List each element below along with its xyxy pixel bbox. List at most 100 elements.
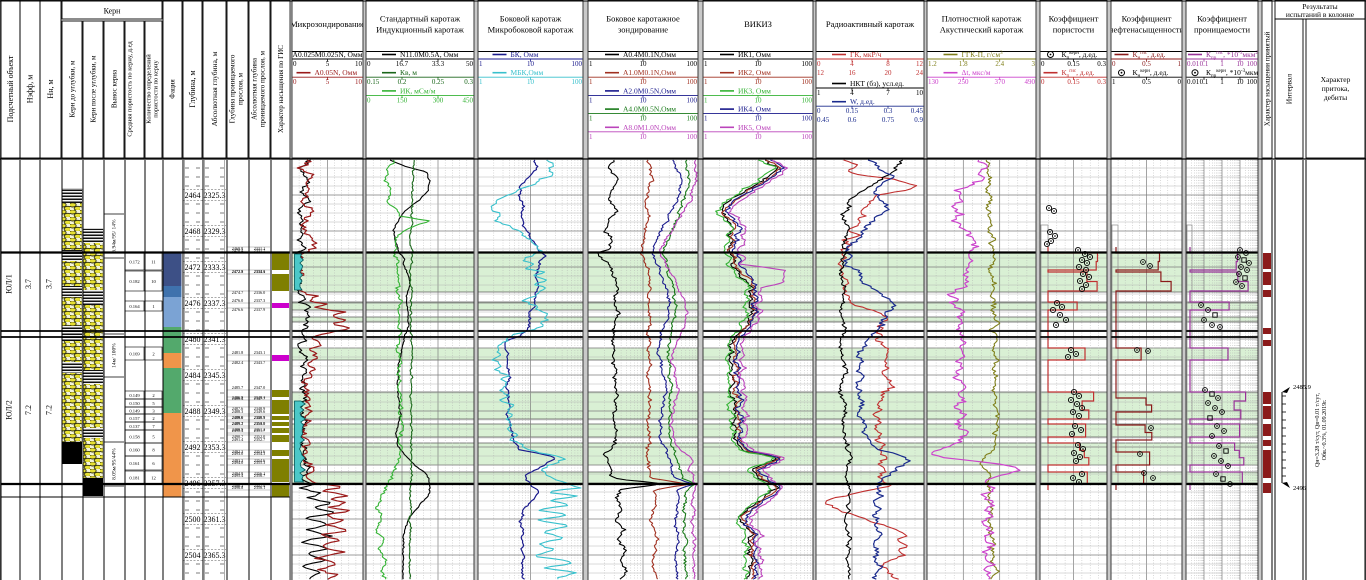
svg-text:6: 6 [152, 461, 155, 466]
svg-text:0.182: 0.182 [129, 279, 140, 284]
svg-text:2493.0: 2493.0 [232, 451, 244, 456]
svg-text:Микробоковой каротаж: Микробоковой каротаж [488, 25, 574, 35]
svg-text:100: 100 [687, 133, 698, 141]
svg-text:Кпргис, *10-3мкм2: Кпргис, *10-3мкм2 [1206, 50, 1258, 61]
svg-text:2486.8: 2486.8 [232, 395, 244, 400]
svg-text:1.2: 1.2 [928, 60, 937, 68]
svg-text:100: 100 [572, 78, 583, 86]
svg-text:ИК, мСм/м: ИК, мСм/м [400, 86, 436, 95]
svg-text:2464: 2464 [185, 191, 201, 200]
svg-text:Фация: Фация [169, 79, 177, 99]
svg-text:A4.0M0.5N,Омм: A4.0M0.5N,Омм [623, 105, 676, 114]
svg-text:4: 4 [850, 60, 854, 68]
svg-text:10: 10 [916, 89, 924, 97]
svg-text:0.9: 0.9 [914, 116, 923, 124]
svg-text:0.01: 0.01 [1187, 78, 1200, 86]
svg-text:проницаемости: проницаемости [1194, 25, 1251, 35]
svg-text:0.3: 0.3 [464, 78, 473, 86]
svg-text:2358.1: 2358.1 [254, 485, 266, 490]
svg-text:20: 20 [885, 69, 893, 77]
svg-text:2492: 2492 [185, 443, 201, 452]
svg-text:1: 1 [817, 89, 821, 97]
svg-text:0.169: 0.169 [129, 351, 140, 356]
svg-text:2485.9: 2485.9 [1293, 384, 1311, 391]
svg-text:2482.4: 2482.4 [232, 360, 244, 365]
svg-text:0.157: 0.157 [129, 416, 140, 421]
svg-text:0.15: 0.15 [1067, 78, 1080, 86]
svg-text:2351.7: 2351.7 [254, 428, 266, 433]
svg-text:МБК,Омм: МБК,Омм [511, 68, 544, 77]
svg-text:5: 5 [152, 401, 155, 406]
svg-text:2504: 2504 [185, 551, 201, 560]
svg-text:2470.4: 2470.4 [232, 248, 244, 253]
svg-text:0.1: 0.1 [1200, 78, 1209, 86]
svg-text:100: 100 [802, 78, 813, 86]
svg-text:2341.3: 2341.3 [204, 335, 226, 344]
svg-text:1: 1 [589, 78, 593, 86]
svg-text:6.94м/95/ 14%: 6.94м/95/ 14% [112, 219, 118, 253]
svg-text:дебиты: дебиты [1324, 93, 1347, 102]
svg-text:Кв, м: Кв, м [400, 68, 417, 77]
svg-text:0.45: 0.45 [911, 107, 924, 115]
svg-text:2494.0: 2494.0 [232, 460, 244, 465]
svg-text:2492.3: 2492.3 [232, 449, 244, 454]
svg-text:24: 24 [916, 69, 924, 77]
svg-text:Боковое каротажное: Боковое каротажное [606, 14, 680, 24]
svg-text:2354.6: 2354.6 [254, 458, 266, 463]
svg-text:0: 0 [1041, 78, 1045, 86]
svg-text:10: 10 [1237, 60, 1245, 68]
svg-text:испытаний в колонне: испытаний в колонне [1286, 10, 1355, 19]
svg-text:0.5: 0.5 [1142, 60, 1151, 68]
svg-text:0.149: 0.149 [129, 408, 140, 413]
svg-text:150: 150 [397, 96, 408, 104]
svg-text:100: 100 [687, 60, 698, 68]
svg-text:1: 1 [704, 115, 708, 123]
svg-text:Характер насыщения по ГИС: Характер насыщения по ГИС [277, 45, 285, 133]
svg-text:2355.3: 2355.3 [254, 460, 266, 465]
svg-text:0.15: 0.15 [846, 107, 859, 115]
svg-text:5: 5 [152, 434, 155, 439]
svg-text:Характер насыщения принятый: Характер насыщения принятый [1264, 31, 1272, 126]
svg-text:2488: 2488 [185, 407, 201, 416]
svg-text:100: 100 [1247, 60, 1258, 68]
svg-text:1: 1 [1178, 60, 1182, 68]
svg-text:10: 10 [640, 133, 648, 141]
svg-text:2485.7: 2485.7 [232, 385, 244, 390]
svg-text:2469.8: 2469.8 [232, 246, 244, 251]
svg-text:10: 10 [527, 60, 535, 68]
svg-text:2347.0: 2347.0 [254, 385, 266, 390]
svg-text:10: 10 [755, 133, 763, 141]
svg-text:2494.8: 2494.8 [232, 471, 244, 476]
svg-text:10: 10 [355, 60, 363, 68]
svg-text:0.160: 0.160 [129, 447, 140, 452]
svg-text:7.2: 7.2 [24, 405, 33, 415]
svg-text:Кпгис, д.ед.: Кпгис, д.ед. [1062, 68, 1095, 79]
svg-text:10: 10 [755, 78, 763, 86]
svg-text:2349.9: 2349.9 [254, 415, 266, 420]
svg-text:нефтенасыщенности: нефтенасыщенности [1109, 25, 1185, 35]
svg-text:A0.025M0.025N, Омм: A0.025M0.025N, Омм [293, 50, 363, 59]
svg-text:10: 10 [151, 279, 156, 284]
svg-text:2496.8: 2496.8 [232, 485, 244, 490]
svg-text:100: 100 [1247, 78, 1258, 86]
svg-text:2490.4: 2490.4 [232, 428, 244, 433]
svg-text:10: 10 [527, 78, 535, 86]
svg-text:1: 1 [589, 133, 593, 141]
svg-text:2347.7: 2347.7 [254, 396, 266, 401]
svg-text:1: 1 [589, 96, 593, 104]
svg-text:A0.05N, Омм: A0.05N, Омм [315, 68, 358, 77]
svg-text:2337.9: 2337.9 [254, 307, 266, 312]
svg-text:ИК3, Омм: ИК3, Омм [738, 86, 771, 95]
svg-text:300: 300 [433, 96, 444, 104]
svg-text:Стандартный каротаж: Стандартный каротаж [380, 14, 460, 24]
svg-text:10: 10 [640, 96, 648, 104]
svg-text:0.1: 0.1 [1200, 60, 1209, 68]
svg-text:2343.1: 2343.1 [254, 350, 266, 355]
svg-text:2496: 2496 [1293, 485, 1307, 492]
svg-text:10: 10 [640, 78, 648, 86]
svg-text:Абсолютная глубина, м: Абсолютная глубина, м [210, 51, 219, 126]
svg-text:2352.0: 2352.0 [254, 434, 266, 439]
svg-text:ЮЛ/2: ЮЛ/2 [5, 400, 14, 419]
svg-text:2350.5: 2350.5 [254, 421, 266, 426]
svg-text:2334.1: 2334.1 [254, 269, 266, 274]
